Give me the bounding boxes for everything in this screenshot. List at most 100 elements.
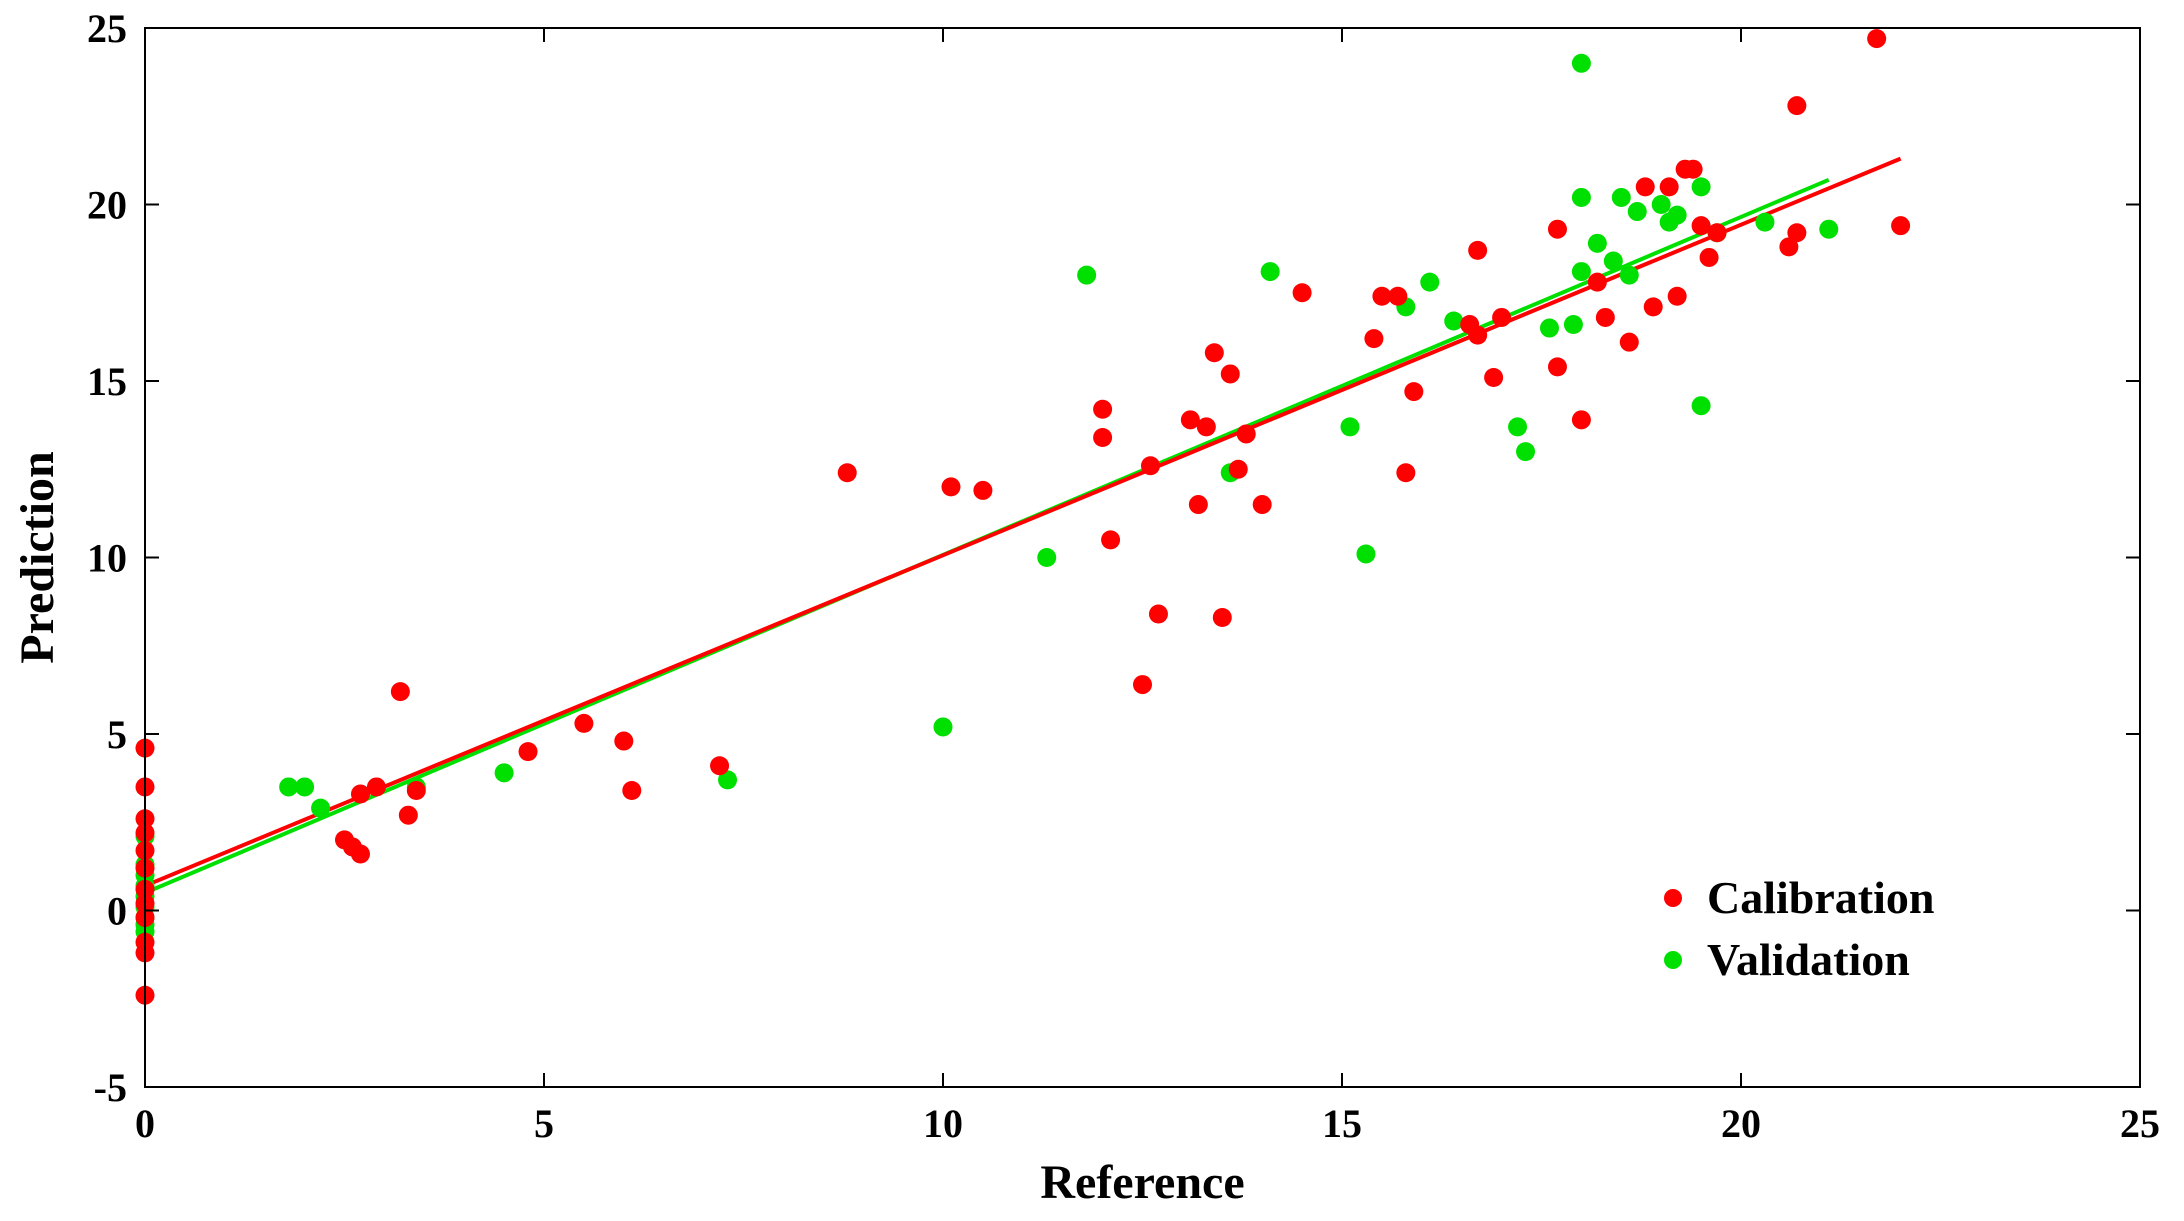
point-calibration — [1180, 410, 1200, 430]
legend-marker-validation — [1664, 951, 1682, 969]
point-validation — [1667, 205, 1687, 225]
y-tick-label: 5 — [107, 712, 127, 757]
point-validation — [1619, 265, 1639, 285]
point-validation — [1420, 272, 1440, 292]
point-validation — [1571, 187, 1591, 207]
fit-lines — [144, 156, 1902, 895]
point-calibration — [1643, 297, 1663, 317]
point-calibration — [574, 713, 594, 733]
fit-line-calibration — [144, 156, 1902, 888]
y-axis-title: Prediction — [11, 451, 64, 663]
point-calibration — [366, 777, 386, 797]
point-calibration — [1707, 223, 1727, 243]
point-validation — [1587, 233, 1607, 253]
point-calibration — [1547, 219, 1567, 239]
point-calibration — [1093, 399, 1113, 419]
x-tick-label: 20 — [1721, 1101, 1761, 1146]
point-calibration — [1396, 463, 1416, 483]
point-calibration — [1364, 329, 1384, 349]
point-validation — [718, 770, 738, 790]
y-tick-label: 0 — [107, 889, 127, 934]
point-validation — [1691, 396, 1711, 416]
point-validation — [1444, 311, 1464, 331]
point-validation — [1563, 315, 1583, 335]
point-validation — [1260, 262, 1280, 282]
point-calibration — [518, 742, 538, 762]
point-calibration — [710, 756, 730, 776]
point-calibration — [1891, 216, 1911, 236]
point-validation — [1691, 177, 1711, 197]
point-calibration — [390, 682, 410, 702]
y-tick-label: 25 — [87, 6, 127, 51]
point-calibration — [1468, 325, 1488, 345]
point-calibration — [1492, 307, 1512, 327]
legend-label-calibration: Calibration — [1707, 872, 1934, 923]
data-points — [135, 29, 1911, 1005]
point-calibration — [1787, 223, 1807, 243]
x-tick-label: 15 — [1322, 1101, 1362, 1146]
x-tick-label: 10 — [923, 1101, 963, 1146]
x-tick-label: 0 — [135, 1101, 155, 1146]
point-calibration — [1691, 216, 1711, 236]
x-axis-title: Reference — [1040, 1156, 1244, 1209]
point-calibration — [1101, 530, 1121, 550]
point-validation — [1508, 417, 1528, 437]
point-calibration — [622, 780, 642, 800]
point-validation — [1571, 262, 1591, 282]
point-calibration — [1228, 459, 1248, 479]
point-calibration — [1252, 495, 1272, 515]
point-calibration — [1635, 177, 1655, 197]
axis-ticks — [144, 27, 2141, 1088]
point-calibration — [1204, 343, 1224, 363]
point-validation — [1755, 212, 1775, 232]
point-calibration — [1236, 424, 1256, 444]
point-calibration — [1372, 286, 1392, 306]
point-calibration — [1148, 604, 1168, 624]
point-calibration — [350, 784, 370, 804]
point-calibration — [1133, 675, 1152, 695]
point-validation — [1611, 187, 1631, 207]
x-tick-label: 5 — [534, 1101, 554, 1146]
point-validation — [295, 777, 315, 797]
point-validation — [1356, 544, 1376, 564]
y-tick-label: 20 — [87, 183, 127, 228]
point-calibration — [1779, 237, 1799, 257]
point-validation — [1539, 318, 1559, 338]
point-calibration — [1699, 247, 1719, 267]
point-calibration — [1196, 417, 1216, 437]
point-calibration — [350, 844, 370, 864]
point-validation — [933, 717, 953, 737]
x-tick-label: 25 — [2120, 1101, 2160, 1146]
point-validation — [311, 798, 331, 818]
point-validation — [1037, 548, 1057, 567]
point-validation — [1077, 265, 1097, 285]
point-calibration — [1867, 29, 1887, 49]
y-tick-label: 15 — [87, 359, 127, 404]
point-calibration — [1292, 283, 1312, 303]
y-tick-label: -5 — [94, 1065, 127, 1110]
point-calibration — [1683, 159, 1703, 179]
point-validation — [1571, 53, 1591, 73]
point-calibration — [1404, 382, 1424, 402]
point-calibration — [1547, 357, 1567, 377]
point-calibration — [1388, 286, 1408, 306]
point-calibration — [1093, 427, 1113, 447]
legend: Calibration Validation — [1664, 872, 1934, 985]
point-calibration — [837, 463, 857, 483]
point-calibration — [1188, 495, 1208, 515]
point-calibration — [973, 480, 993, 500]
point-validation — [1340, 417, 1360, 437]
point-calibration — [1140, 456, 1160, 476]
point-calibration — [1484, 367, 1504, 387]
legend-label-validation: Validation — [1707, 934, 1910, 985]
point-calibration — [1587, 272, 1607, 292]
point-calibration — [1212, 608, 1232, 628]
point-calibration — [398, 805, 418, 825]
point-validation — [1627, 202, 1647, 222]
point-calibration — [941, 477, 961, 497]
point-validation — [1651, 195, 1671, 214]
point-validation — [279, 777, 299, 797]
point-calibration — [1659, 177, 1679, 197]
